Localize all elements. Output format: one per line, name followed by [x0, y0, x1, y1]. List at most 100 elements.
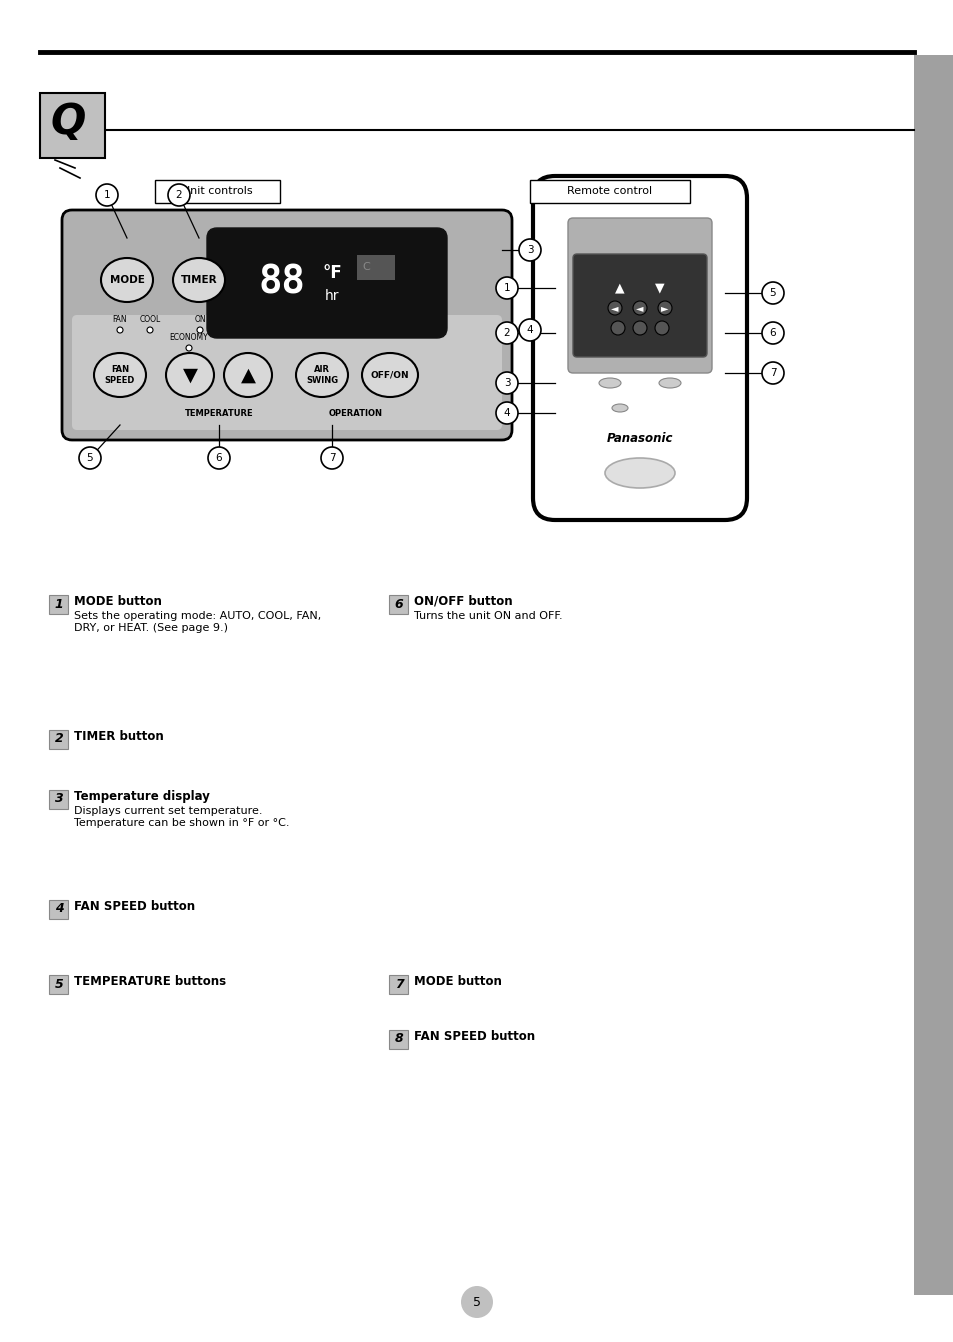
- Circle shape: [518, 239, 540, 260]
- Text: 2: 2: [54, 733, 63, 746]
- Text: MODE: MODE: [110, 275, 144, 285]
- Ellipse shape: [101, 258, 152, 302]
- Text: MODE button: MODE button: [74, 595, 162, 608]
- Text: 6: 6: [215, 454, 222, 463]
- Text: 3: 3: [54, 793, 63, 805]
- Circle shape: [208, 447, 230, 468]
- Text: C: C: [362, 262, 370, 272]
- Text: 8: 8: [395, 1032, 403, 1045]
- Text: TIMER: TIMER: [180, 275, 217, 285]
- Circle shape: [761, 282, 783, 305]
- FancyBboxPatch shape: [567, 217, 711, 373]
- Text: 1: 1: [54, 597, 63, 611]
- Circle shape: [496, 372, 517, 395]
- Bar: [154, 180, 280, 203]
- Text: hr: hr: [324, 289, 339, 303]
- Text: Displays current set temperature.
Temperature can be shown in °F or °C.: Displays current set temperature. Temper…: [74, 807, 289, 828]
- Text: 2: 2: [175, 191, 182, 200]
- Text: ▼: ▼: [655, 282, 664, 294]
- Text: COOL: COOL: [139, 315, 160, 325]
- Text: Sets the operating mode: AUTO, COOL, FAN,
DRY, or HEAT. (See page 9.): Sets the operating mode: AUTO, COOL, FAN…: [74, 611, 321, 632]
- Text: 88: 88: [258, 264, 305, 302]
- Circle shape: [496, 276, 517, 299]
- Circle shape: [320, 447, 343, 468]
- FancyBboxPatch shape: [62, 209, 512, 440]
- Circle shape: [196, 327, 203, 333]
- FancyBboxPatch shape: [389, 974, 408, 993]
- Text: 5: 5: [87, 454, 93, 463]
- Text: ECONOMY: ECONOMY: [170, 334, 208, 342]
- Circle shape: [117, 327, 123, 333]
- FancyBboxPatch shape: [389, 595, 408, 613]
- Text: ◄: ◄: [611, 303, 618, 313]
- Circle shape: [168, 184, 190, 207]
- Text: FAN SPEED button: FAN SPEED button: [74, 900, 195, 913]
- Text: 6: 6: [769, 327, 776, 338]
- Circle shape: [147, 327, 152, 333]
- Text: Unit controls: Unit controls: [182, 187, 253, 196]
- Text: 4: 4: [54, 903, 63, 915]
- Text: 5: 5: [54, 977, 63, 990]
- FancyBboxPatch shape: [207, 228, 447, 338]
- Text: FAN SPEED button: FAN SPEED button: [414, 1031, 535, 1043]
- Ellipse shape: [361, 353, 417, 397]
- Circle shape: [496, 403, 517, 424]
- Ellipse shape: [612, 404, 627, 412]
- Circle shape: [607, 301, 621, 315]
- Text: 5: 5: [769, 289, 776, 298]
- Text: ◄: ◄: [636, 303, 643, 313]
- FancyBboxPatch shape: [389, 1029, 408, 1048]
- Circle shape: [79, 447, 101, 468]
- Bar: [356, 255, 395, 280]
- Ellipse shape: [166, 353, 213, 397]
- Ellipse shape: [94, 353, 146, 397]
- Text: ▲: ▲: [240, 365, 255, 385]
- Bar: [40, 93, 105, 158]
- FancyBboxPatch shape: [50, 974, 69, 993]
- Text: OFF/ON: OFF/ON: [371, 370, 409, 380]
- Text: AIR
SWING: AIR SWING: [306, 365, 337, 385]
- FancyBboxPatch shape: [50, 899, 69, 918]
- Circle shape: [518, 319, 540, 341]
- Text: ON/OFF button: ON/OFF button: [414, 595, 512, 608]
- Text: 1: 1: [104, 191, 111, 200]
- Text: Turns the unit ON and OFF.: Turns the unit ON and OFF.: [414, 611, 562, 621]
- Ellipse shape: [659, 378, 680, 388]
- Text: 4: 4: [526, 325, 533, 336]
- Circle shape: [761, 362, 783, 384]
- FancyBboxPatch shape: [50, 595, 69, 613]
- Circle shape: [496, 322, 517, 344]
- Text: ON: ON: [194, 315, 206, 325]
- Text: TIMER button: TIMER button: [74, 730, 164, 743]
- FancyBboxPatch shape: [71, 315, 501, 429]
- Ellipse shape: [172, 258, 225, 302]
- Text: 5: 5: [473, 1295, 480, 1308]
- Text: 3: 3: [503, 378, 510, 388]
- FancyBboxPatch shape: [50, 730, 69, 749]
- Text: ▲: ▲: [615, 282, 624, 294]
- Circle shape: [655, 321, 668, 336]
- Ellipse shape: [224, 353, 272, 397]
- Ellipse shape: [604, 458, 675, 488]
- Circle shape: [658, 301, 671, 315]
- Text: 6: 6: [395, 597, 403, 611]
- Text: TEMPERATURE: TEMPERATURE: [185, 409, 253, 419]
- Circle shape: [460, 1286, 493, 1318]
- Text: 1: 1: [503, 283, 510, 293]
- Text: °F: °F: [322, 264, 341, 282]
- Text: Panasonic: Panasonic: [606, 432, 673, 444]
- Text: FAN: FAN: [112, 315, 127, 325]
- FancyBboxPatch shape: [573, 254, 706, 357]
- Text: OPERATION: OPERATION: [329, 409, 382, 419]
- Text: FAN
SPEED: FAN SPEED: [105, 365, 135, 385]
- Text: ▼: ▼: [182, 365, 197, 385]
- FancyBboxPatch shape: [50, 789, 69, 808]
- Text: Temperature display: Temperature display: [74, 790, 210, 803]
- Text: 7: 7: [769, 368, 776, 378]
- Circle shape: [761, 322, 783, 344]
- Circle shape: [96, 184, 118, 207]
- Text: Remote control: Remote control: [567, 187, 652, 196]
- Bar: [530, 180, 689, 203]
- Text: TEMPERATURE buttons: TEMPERATURE buttons: [74, 976, 226, 988]
- Text: 4: 4: [503, 408, 510, 417]
